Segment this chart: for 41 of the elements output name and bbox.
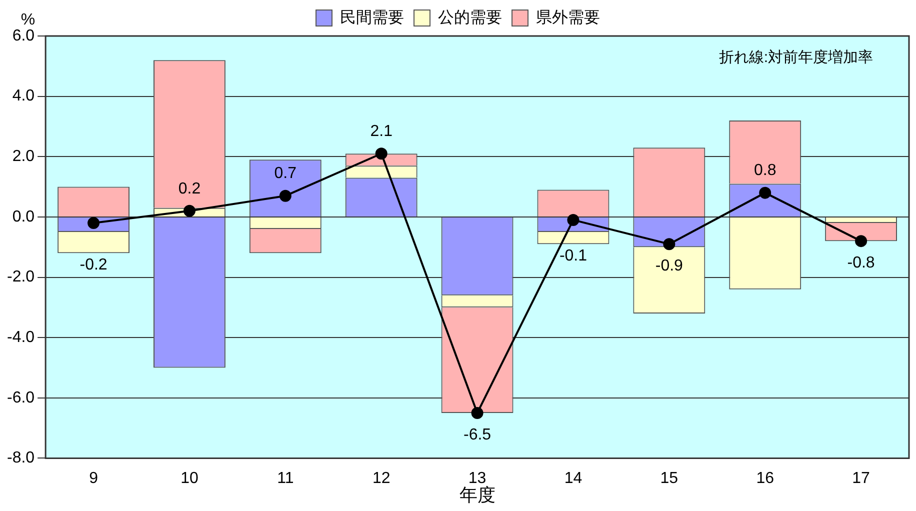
x-axis-title: 年度 — [459, 485, 496, 506]
data-label: -0.8 — [847, 254, 875, 272]
x-tick-label: 9 — [89, 470, 98, 488]
y-tick-label: 4.0 — [12, 88, 35, 105]
annotation: 折れ線:対前年度増加率 — [718, 49, 873, 66]
x-tick-label: 11 — [277, 470, 294, 488]
legend-label: 公的需要 — [438, 9, 502, 26]
data-label: -6.5 — [463, 426, 492, 444]
point — [855, 235, 868, 248]
point — [88, 216, 100, 229]
data-label: 2.1 — [370, 123, 393, 140]
point — [279, 190, 292, 202]
point — [375, 148, 388, 160]
x-tick-label: 16 — [756, 470, 774, 488]
data-label: -0.1 — [559, 247, 588, 264]
legend-label: 県外需要 — [536, 9, 600, 26]
legend-label: 民間需要 — [340, 9, 404, 26]
data-label: 0.8 — [754, 162, 776, 180]
y-tick-label: -8.0 — [6, 450, 35, 467]
x-tick-label: 13 — [468, 470, 486, 488]
point — [663, 238, 676, 250]
data-label: 0.7 — [274, 165, 297, 182]
y-tick-label: -6.0 — [6, 389, 35, 406]
x-tick-label: 12 — [372, 470, 390, 488]
x-tick-label: 14 — [564, 470, 582, 488]
x-tick-label: 17 — [852, 470, 870, 488]
data-label: -0.2 — [80, 256, 108, 274]
point — [567, 214, 580, 226]
y-tick-label: -4.0 — [6, 328, 35, 346]
data-label: 0.2 — [178, 180, 201, 198]
y-tick-label: 0.0 — [12, 208, 35, 226]
x-tick-label: 15 — [660, 470, 678, 488]
point — [183, 204, 196, 217]
y-axis-title: % — [20, 11, 36, 28]
point — [471, 406, 484, 419]
point — [759, 186, 772, 199]
y-tick-label: -2.0 — [6, 268, 35, 286]
x-tick-label: 10 — [180, 470, 198, 488]
y-tick-label: 2.0 — [12, 148, 35, 166]
y-tick-label: 6.0 — [12, 27, 35, 44]
data-label: -0.9 — [655, 257, 684, 274]
